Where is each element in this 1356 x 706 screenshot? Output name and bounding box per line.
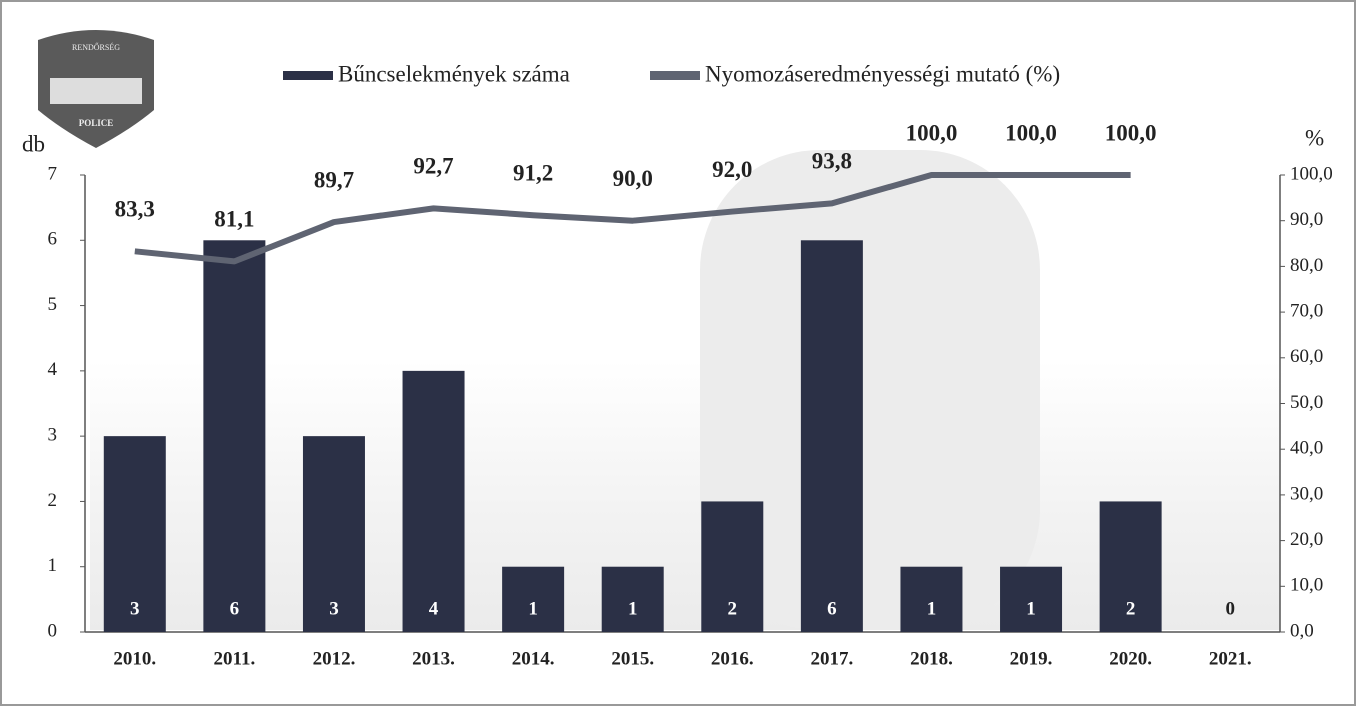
y2-tick-label: 40,0	[1290, 438, 1323, 459]
line-value-label: 93,8	[812, 149, 852, 174]
y-axis-title: db	[22, 131, 45, 156]
bar	[801, 240, 863, 632]
bar-value-label: 6	[230, 598, 240, 619]
x-tick-label: 2012.	[313, 648, 356, 669]
line-value-label: 100,0	[1105, 120, 1157, 145]
line-value-label: 100,0	[906, 120, 958, 145]
legend-label: Nyomozáseredményességi mutató (%)	[705, 61, 1060, 86]
y2-tick-label: 100,0	[1290, 163, 1333, 184]
line-value-label: 92,7	[413, 154, 453, 179]
y2-tick-label: 70,0	[1290, 300, 1323, 321]
logo-top-text: RENDŐRSÉG	[72, 42, 120, 52]
logo-bottom-text: POLICE	[79, 118, 114, 128]
x-tick-label: 2021.	[1209, 648, 1252, 669]
y-tick-label: 2	[48, 490, 58, 511]
bar-value-label: 1	[528, 598, 538, 619]
y2-tick-label: 20,0	[1290, 529, 1323, 550]
x-tick-label: 2020.	[1109, 648, 1152, 669]
line-value-label: 92,0	[712, 157, 752, 182]
bar-value-label: 3	[130, 598, 140, 619]
line-value-label: 90,0	[613, 166, 653, 191]
x-tick-label: 2014.	[512, 648, 555, 669]
y-tick-label: 4	[48, 359, 58, 380]
y-tick-label: 0	[48, 620, 58, 641]
y2-axis-title: %	[1305, 125, 1324, 150]
line-value-label: 83,3	[115, 197, 155, 222]
y2-tick-label: 0,0	[1290, 620, 1314, 641]
y-tick-label: 7	[48, 163, 58, 184]
y-tick-label: 5	[48, 294, 58, 315]
logo-panel	[50, 78, 142, 104]
x-tick-label: 2015.	[611, 648, 654, 669]
y2-tick-label: 50,0	[1290, 392, 1323, 413]
bar-value-label: 2	[728, 598, 738, 619]
bar-value-label: 1	[628, 598, 638, 619]
x-tick-label: 2013.	[412, 648, 455, 669]
bar-value-label: 2	[1126, 598, 1136, 619]
legend-swatch	[650, 71, 700, 80]
bar	[203, 240, 265, 632]
legend-swatch	[283, 71, 333, 80]
y-tick-label: 1	[48, 555, 58, 576]
bar-value-label: 1	[927, 598, 937, 619]
x-tick-label: 2011.	[214, 648, 256, 669]
x-tick-label: 2019.	[1010, 648, 1053, 669]
line-value-label: 91,2	[513, 160, 553, 185]
x-tick-label: 2018.	[910, 648, 953, 669]
x-tick-label: 2017.	[811, 648, 854, 669]
bar-value-label: 6	[827, 598, 837, 619]
y2-tick-label: 30,0	[1290, 483, 1323, 504]
y-tick-label: 6	[48, 229, 58, 250]
bar-value-label: 4	[429, 598, 439, 619]
y-tick-label: 3	[48, 425, 58, 446]
y2-tick-label: 60,0	[1290, 346, 1323, 367]
y2-tick-label: 10,0	[1290, 575, 1323, 596]
bar-value-label: 0	[1225, 598, 1235, 619]
line-value-label: 89,7	[314, 167, 354, 192]
bar	[403, 371, 465, 632]
bar-value-label: 1	[1026, 598, 1036, 619]
y2-tick-label: 90,0	[1290, 209, 1323, 230]
chart: RENDŐRSÉG POLICE db % 012345670,010,020,…	[0, 0, 1356, 706]
legend-label: Bűncselekmények száma	[338, 61, 570, 86]
bar-value-label: 3	[329, 598, 339, 619]
line-value-label: 81,1	[214, 207, 254, 232]
x-tick-label: 2016.	[711, 648, 754, 669]
line-value-label: 100,0	[1005, 120, 1057, 145]
x-tick-label: 2010.	[113, 648, 156, 669]
y2-tick-label: 80,0	[1290, 255, 1323, 276]
